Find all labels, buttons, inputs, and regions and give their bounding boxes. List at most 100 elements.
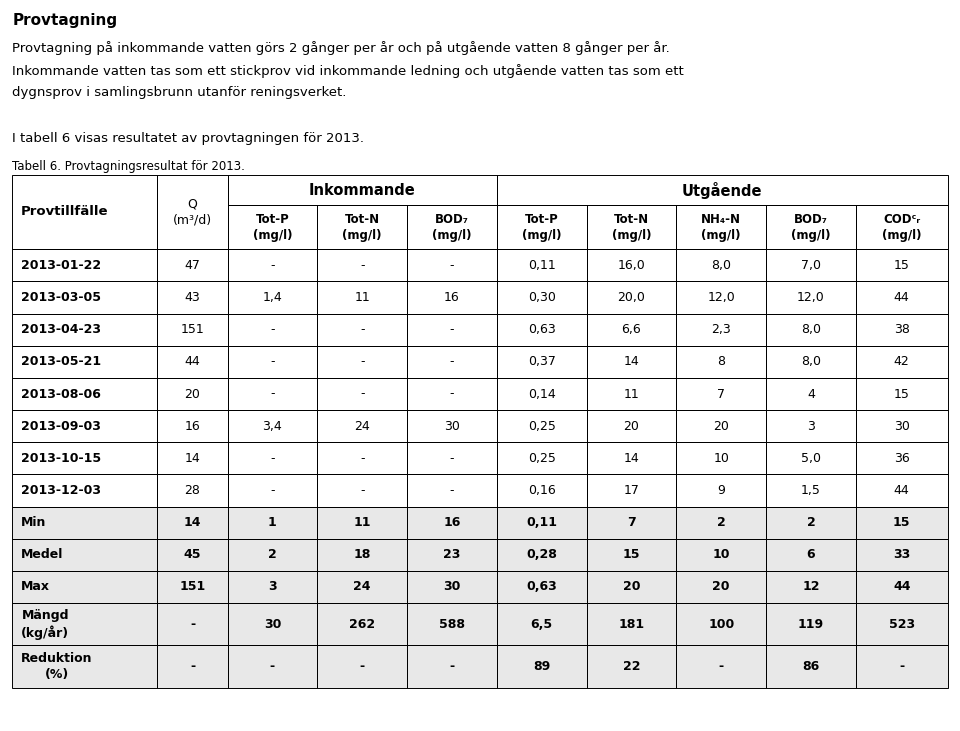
Text: 523: 523 — [889, 618, 915, 631]
Bar — [766, 539, 856, 571]
Text: Min: Min — [21, 516, 46, 529]
Bar — [677, 571, 766, 603]
Text: 8: 8 — [717, 355, 725, 368]
Text: -: - — [360, 355, 365, 368]
Bar — [497, 249, 587, 281]
Bar — [766, 603, 856, 645]
Text: Provtagning: Provtagning — [12, 13, 118, 29]
Bar — [497, 507, 587, 539]
Bar — [318, 281, 407, 314]
Bar — [318, 571, 407, 603]
Bar — [587, 314, 677, 346]
Bar — [766, 571, 856, 603]
Bar — [587, 205, 677, 249]
Bar — [157, 410, 228, 442]
Bar — [157, 645, 228, 688]
Text: Tabell 6. Provtagningsresultat för 2013.: Tabell 6. Provtagningsresultat för 2013. — [12, 160, 246, 173]
Text: 24: 24 — [353, 580, 371, 594]
Text: 4: 4 — [807, 387, 815, 401]
Text: -: - — [270, 387, 275, 401]
Bar — [677, 539, 766, 571]
Bar — [157, 645, 228, 688]
Text: -: - — [449, 484, 454, 497]
Text: Medel: Medel — [21, 548, 63, 561]
Bar — [407, 539, 497, 571]
Text: 22: 22 — [623, 660, 640, 673]
Bar — [318, 474, 407, 507]
Text: 9: 9 — [717, 484, 725, 497]
Text: Q
(m³/d): Q (m³/d) — [173, 197, 212, 227]
Bar — [318, 442, 407, 474]
Bar — [318, 314, 407, 346]
Bar — [856, 249, 948, 281]
Bar — [497, 507, 587, 539]
Text: -: - — [190, 618, 195, 631]
Bar — [407, 249, 497, 281]
Bar — [407, 474, 497, 507]
Text: 12: 12 — [803, 580, 820, 594]
Text: 20: 20 — [624, 420, 639, 433]
Bar — [12, 539, 157, 571]
Text: 33: 33 — [893, 548, 910, 561]
Text: 0,30: 0,30 — [528, 291, 556, 304]
Bar — [157, 378, 228, 410]
Text: 15: 15 — [894, 259, 910, 272]
Text: 15: 15 — [893, 516, 910, 529]
Text: 18: 18 — [353, 548, 371, 561]
Bar — [157, 249, 228, 281]
Bar — [587, 410, 677, 442]
Bar — [587, 249, 677, 281]
Bar — [407, 442, 497, 474]
Bar — [587, 474, 677, 507]
Bar — [318, 539, 407, 571]
Bar — [228, 410, 318, 442]
Text: -: - — [360, 259, 365, 272]
Text: 2,3: 2,3 — [711, 323, 732, 336]
Bar — [766, 442, 856, 474]
Text: 2013-04-23: 2013-04-23 — [21, 323, 101, 336]
Bar — [228, 645, 318, 688]
Text: -: - — [270, 660, 275, 673]
Text: Max: Max — [21, 580, 50, 594]
Text: Provtagning på inkommande vatten görs 2 gånger per år och på utgående vatten 8 g: Provtagning på inkommande vatten görs 2 … — [12, 41, 670, 55]
Text: -: - — [449, 259, 454, 272]
Bar — [856, 474, 948, 507]
Text: 10: 10 — [712, 548, 730, 561]
Bar — [12, 539, 157, 571]
Text: 20: 20 — [623, 580, 640, 594]
Bar — [318, 249, 407, 281]
Bar — [677, 571, 766, 603]
Bar — [407, 507, 497, 539]
Bar — [856, 539, 948, 571]
Bar — [12, 314, 157, 346]
Bar — [318, 539, 407, 571]
Text: 45: 45 — [183, 548, 202, 561]
Bar — [677, 314, 766, 346]
Bar — [497, 281, 587, 314]
Bar — [587, 571, 677, 603]
Text: 2013-12-03: 2013-12-03 — [21, 484, 101, 497]
Text: 16: 16 — [444, 516, 461, 529]
Bar — [12, 645, 157, 688]
Text: 14: 14 — [624, 355, 639, 368]
Text: 6,5: 6,5 — [531, 618, 553, 631]
Bar — [856, 346, 948, 378]
Bar — [856, 442, 948, 474]
Text: Tot-P
(mg/l): Tot-P (mg/l) — [522, 213, 562, 242]
Bar — [856, 571, 948, 603]
Bar — [157, 539, 228, 571]
Bar — [407, 603, 497, 645]
Bar — [407, 571, 497, 603]
Text: 588: 588 — [439, 618, 465, 631]
Bar — [497, 645, 587, 688]
Text: Inkommande: Inkommande — [309, 183, 416, 197]
Text: 119: 119 — [798, 618, 824, 631]
Text: 2013-05-21: 2013-05-21 — [21, 355, 102, 368]
Bar — [587, 346, 677, 378]
Text: 14: 14 — [184, 452, 201, 465]
Bar — [856, 507, 948, 539]
Bar — [318, 205, 407, 249]
Text: -: - — [449, 452, 454, 465]
Bar — [856, 603, 948, 645]
Text: -: - — [449, 323, 454, 336]
